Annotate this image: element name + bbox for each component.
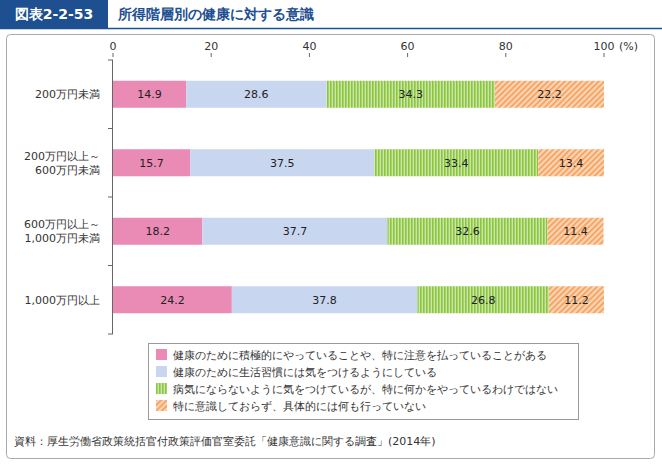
- category-label-line: 1,000万円未満: [25, 232, 101, 245]
- data-label: 13.4: [559, 157, 584, 170]
- bar-segment: [113, 149, 190, 176]
- data-label: 14.9: [137, 88, 162, 101]
- data-label: 24.2: [160, 294, 185, 307]
- data-label: 15.7: [139, 157, 164, 170]
- legend-swatch: [156, 349, 167, 360]
- data-label: 33.4: [444, 157, 469, 170]
- data-label: 32.6: [455, 225, 480, 238]
- legend-swatch: [156, 366, 167, 377]
- bar-segment: [232, 286, 418, 313]
- tick-label: 80: [499, 40, 513, 53]
- category-separator: [108, 265, 113, 266]
- bar-segment: [417, 286, 549, 313]
- category-separator: [108, 128, 113, 129]
- figure-label: 図表2-2-53: [15, 6, 94, 22]
- bar-segment: [113, 286, 232, 313]
- legend-label: 特に意識しておらず、具体的には何も行っていない: [173, 400, 426, 413]
- tick-mark: [211, 53, 212, 57]
- category-label-line: 600万円未満: [35, 164, 100, 177]
- tick-mark: [407, 53, 408, 57]
- legend-swatch: [156, 383, 167, 394]
- category-label: 200万円未満: [35, 88, 100, 101]
- tick-label: 20: [204, 40, 218, 53]
- tick-mark: [113, 53, 114, 57]
- bar-segment: [327, 81, 495, 108]
- bar-segment: [113, 218, 202, 245]
- data-label: 28.6: [244, 88, 269, 101]
- header-rule: [0, 28, 662, 30]
- tick-label: 40: [302, 40, 316, 53]
- category-separator: [108, 197, 113, 198]
- legend-label: 病気にならないように気をつけているが、特に何かをやっているわけではない: [173, 383, 558, 396]
- data-label: 22.2: [537, 88, 562, 101]
- data-label: 26.8: [471, 294, 496, 307]
- bar-segment: [190, 149, 374, 176]
- data-label: 37.7: [283, 225, 308, 238]
- tick-label: 100: [594, 40, 615, 53]
- title: 所得階層別の健康に対する意識: [117, 6, 314, 22]
- data-labels: 14.9 28.6 34.3 22.2 15.7 37.5 33.4 13.4 18.2 37.7…: [137, 88, 588, 307]
- bar-segment: [548, 218, 604, 245]
- bar-segment: [549, 286, 604, 313]
- category-label-line: 1,000万円以上: [25, 294, 101, 307]
- data-label: 34.3: [399, 88, 424, 101]
- data-label: 11.4: [563, 225, 588, 238]
- category-label-line: 600万円以上～: [24, 218, 100, 231]
- category-label: 200万円以上～600万円未満: [24, 150, 100, 177]
- tick-label: 0: [110, 40, 117, 53]
- axis-label: (%): [619, 40, 638, 53]
- data-label: 37.8: [312, 294, 337, 307]
- category-label-line: 200万円未満: [35, 88, 100, 101]
- bar-segment: [495, 81, 604, 108]
- data-label: 37.5: [270, 157, 295, 170]
- legend-swatch: [156, 400, 167, 411]
- data-label: 11.2: [564, 294, 589, 307]
- frame: [7, 35, 655, 459]
- category-separator: [108, 60, 113, 61]
- tick-label: 60: [401, 40, 415, 53]
- figure-label-box: [0, 0, 108, 28]
- category-separator: [108, 334, 113, 335]
- category-label: 600万円以上～1,000万円未満: [24, 218, 100, 245]
- tick-mark: [604, 53, 605, 57]
- tick-mark: [309, 53, 310, 57]
- source: 資料：厚生労働省政策統括官付政策評価官室委託「健康意識に関する調査」(2014年…: [14, 435, 436, 448]
- legend-label: 健康のために積極的にやっていることや、特に注意を払っていることがある: [173, 349, 547, 361]
- category-label: 1,000万円以上: [25, 294, 101, 307]
- legend-box: [149, 344, 579, 420]
- chart: 図表2-2-53 所得階層別の健康に対する意識 0 20 40 60 80 100 (%) 200…: [0, 0, 662, 465]
- data-label: 18.2: [145, 225, 170, 238]
- bar-segment: [202, 218, 387, 245]
- bar-segment: [387, 218, 547, 245]
- bar-segment: [374, 149, 538, 176]
- bar-segment: [186, 81, 326, 108]
- bar-segment: [113, 81, 186, 108]
- tick-mark: [505, 53, 506, 57]
- bars: [113, 81, 604, 314]
- legend-label: 健康のために生活習慣には気をつけるようにしている: [173, 366, 437, 379]
- bar-segment: [538, 149, 604, 176]
- category-label-line: 200万円以上～: [24, 150, 100, 163]
